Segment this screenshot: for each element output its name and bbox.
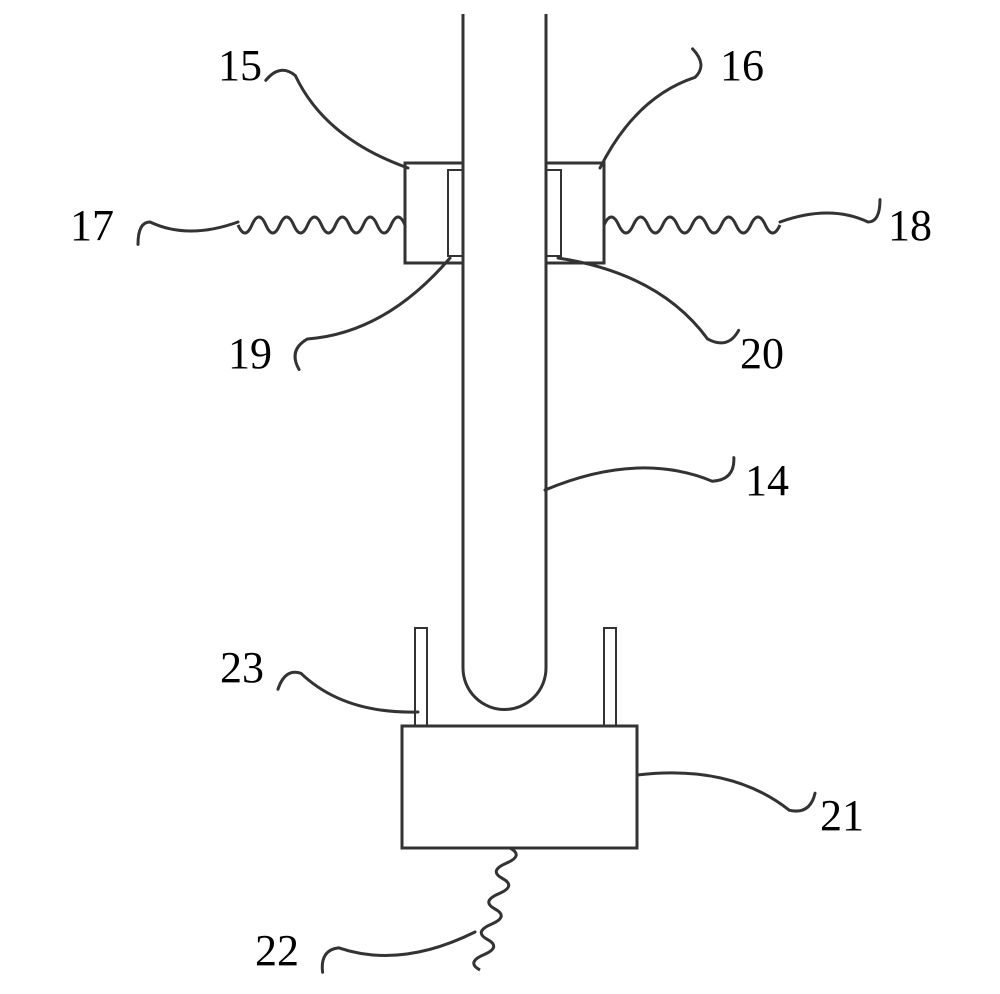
label-17: 17 xyxy=(70,200,114,251)
label-19: 19 xyxy=(228,328,272,379)
label-16: 16 xyxy=(720,40,764,91)
label-22: 22 xyxy=(255,925,299,976)
label-20: 20 xyxy=(740,328,784,379)
diagram-svg xyxy=(0,0,1000,994)
label-15: 15 xyxy=(218,40,262,91)
diagram-stage: 14 15 16 17 18 19 20 21 22 23 xyxy=(0,0,1000,994)
label-21: 21 xyxy=(820,790,864,841)
label-14: 14 xyxy=(745,455,789,506)
label-23: 23 xyxy=(220,642,264,693)
label-18: 18 xyxy=(888,200,932,251)
